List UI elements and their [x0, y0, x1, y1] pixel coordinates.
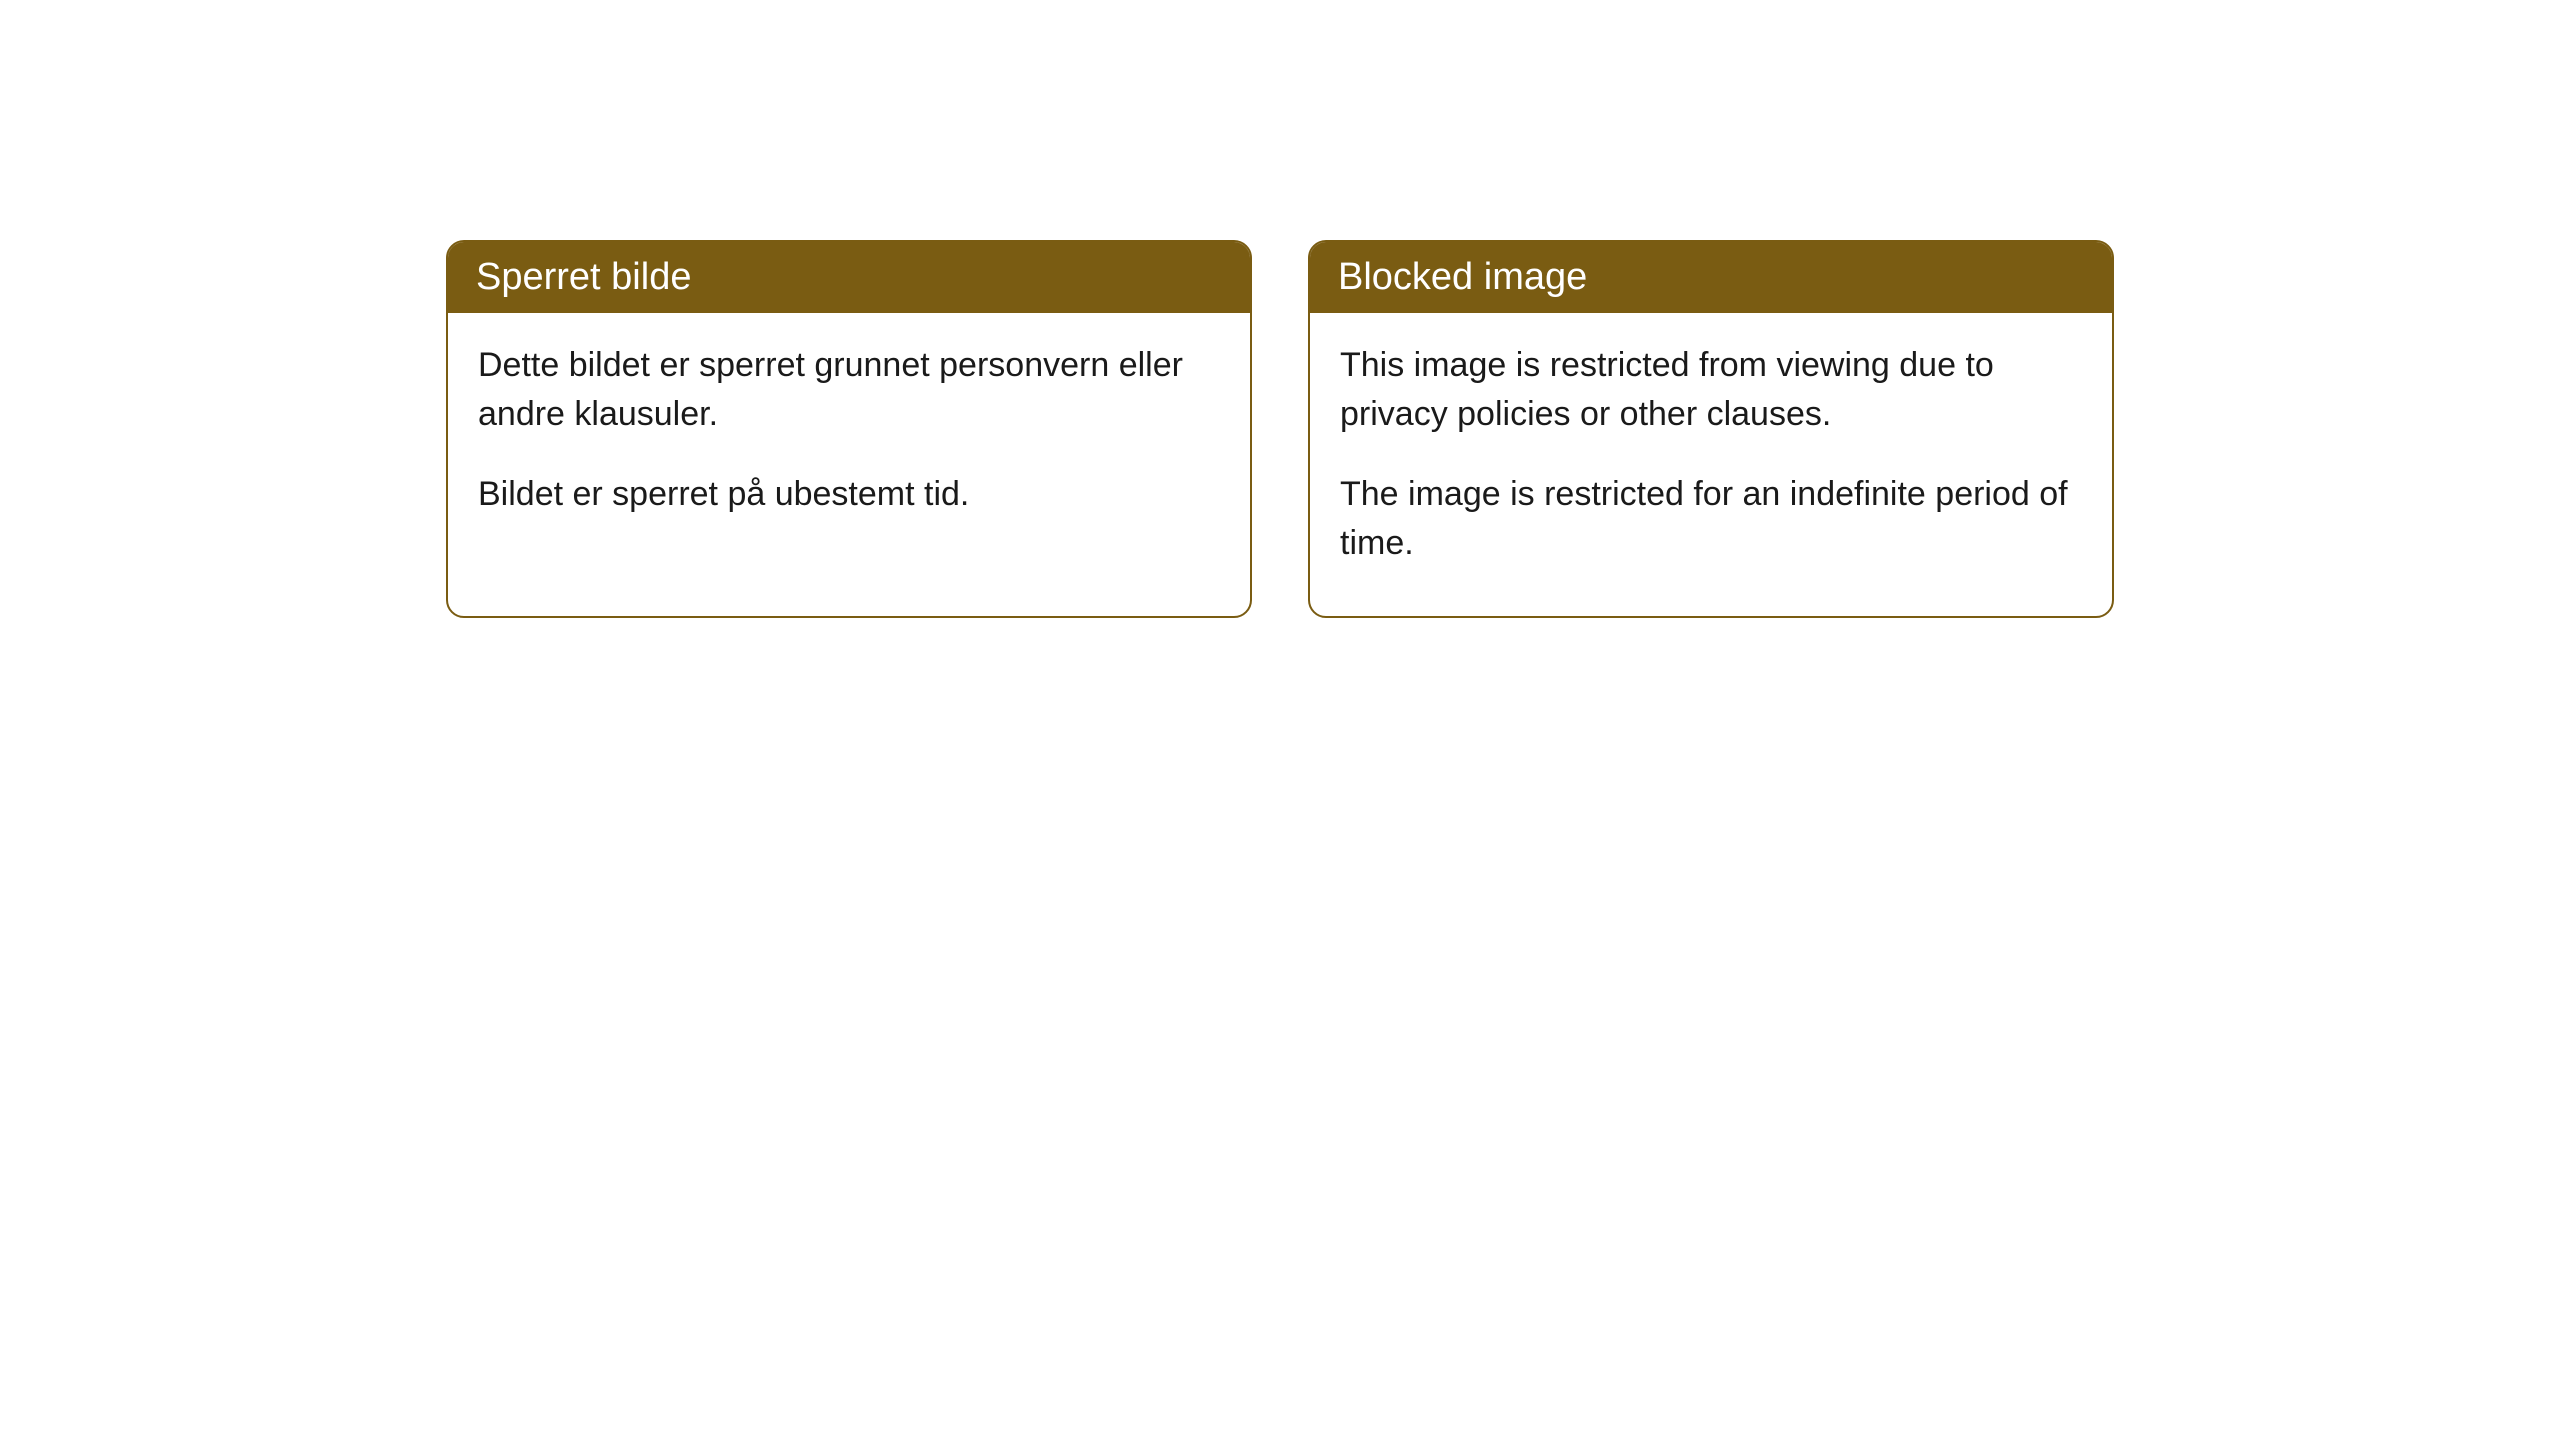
card-paragraph: Bildet er sperret på ubestemt tid. — [478, 470, 1220, 519]
card-paragraph: The image is restricted for an indefinit… — [1340, 470, 2082, 569]
card-title: Sperret bilde — [476, 256, 691, 298]
notice-cards-container: Sperret bilde Dette bildet er sperret gr… — [0, 240, 2560, 618]
notice-card-english: Blocked image This image is restricted f… — [1308, 240, 2114, 618]
card-paragraph: This image is restricted from viewing du… — [1340, 341, 2082, 440]
card-header-norwegian: Sperret bilde — [448, 242, 1250, 313]
card-body-english: This image is restricted from viewing du… — [1310, 313, 2112, 616]
card-paragraph: Dette bildet er sperret grunnet personve… — [478, 341, 1220, 440]
card-header-english: Blocked image — [1310, 242, 2112, 313]
card-title: Blocked image — [1338, 256, 1587, 298]
card-body-norwegian: Dette bildet er sperret grunnet personve… — [448, 313, 1250, 567]
notice-card-norwegian: Sperret bilde Dette bildet er sperret gr… — [446, 240, 1252, 618]
